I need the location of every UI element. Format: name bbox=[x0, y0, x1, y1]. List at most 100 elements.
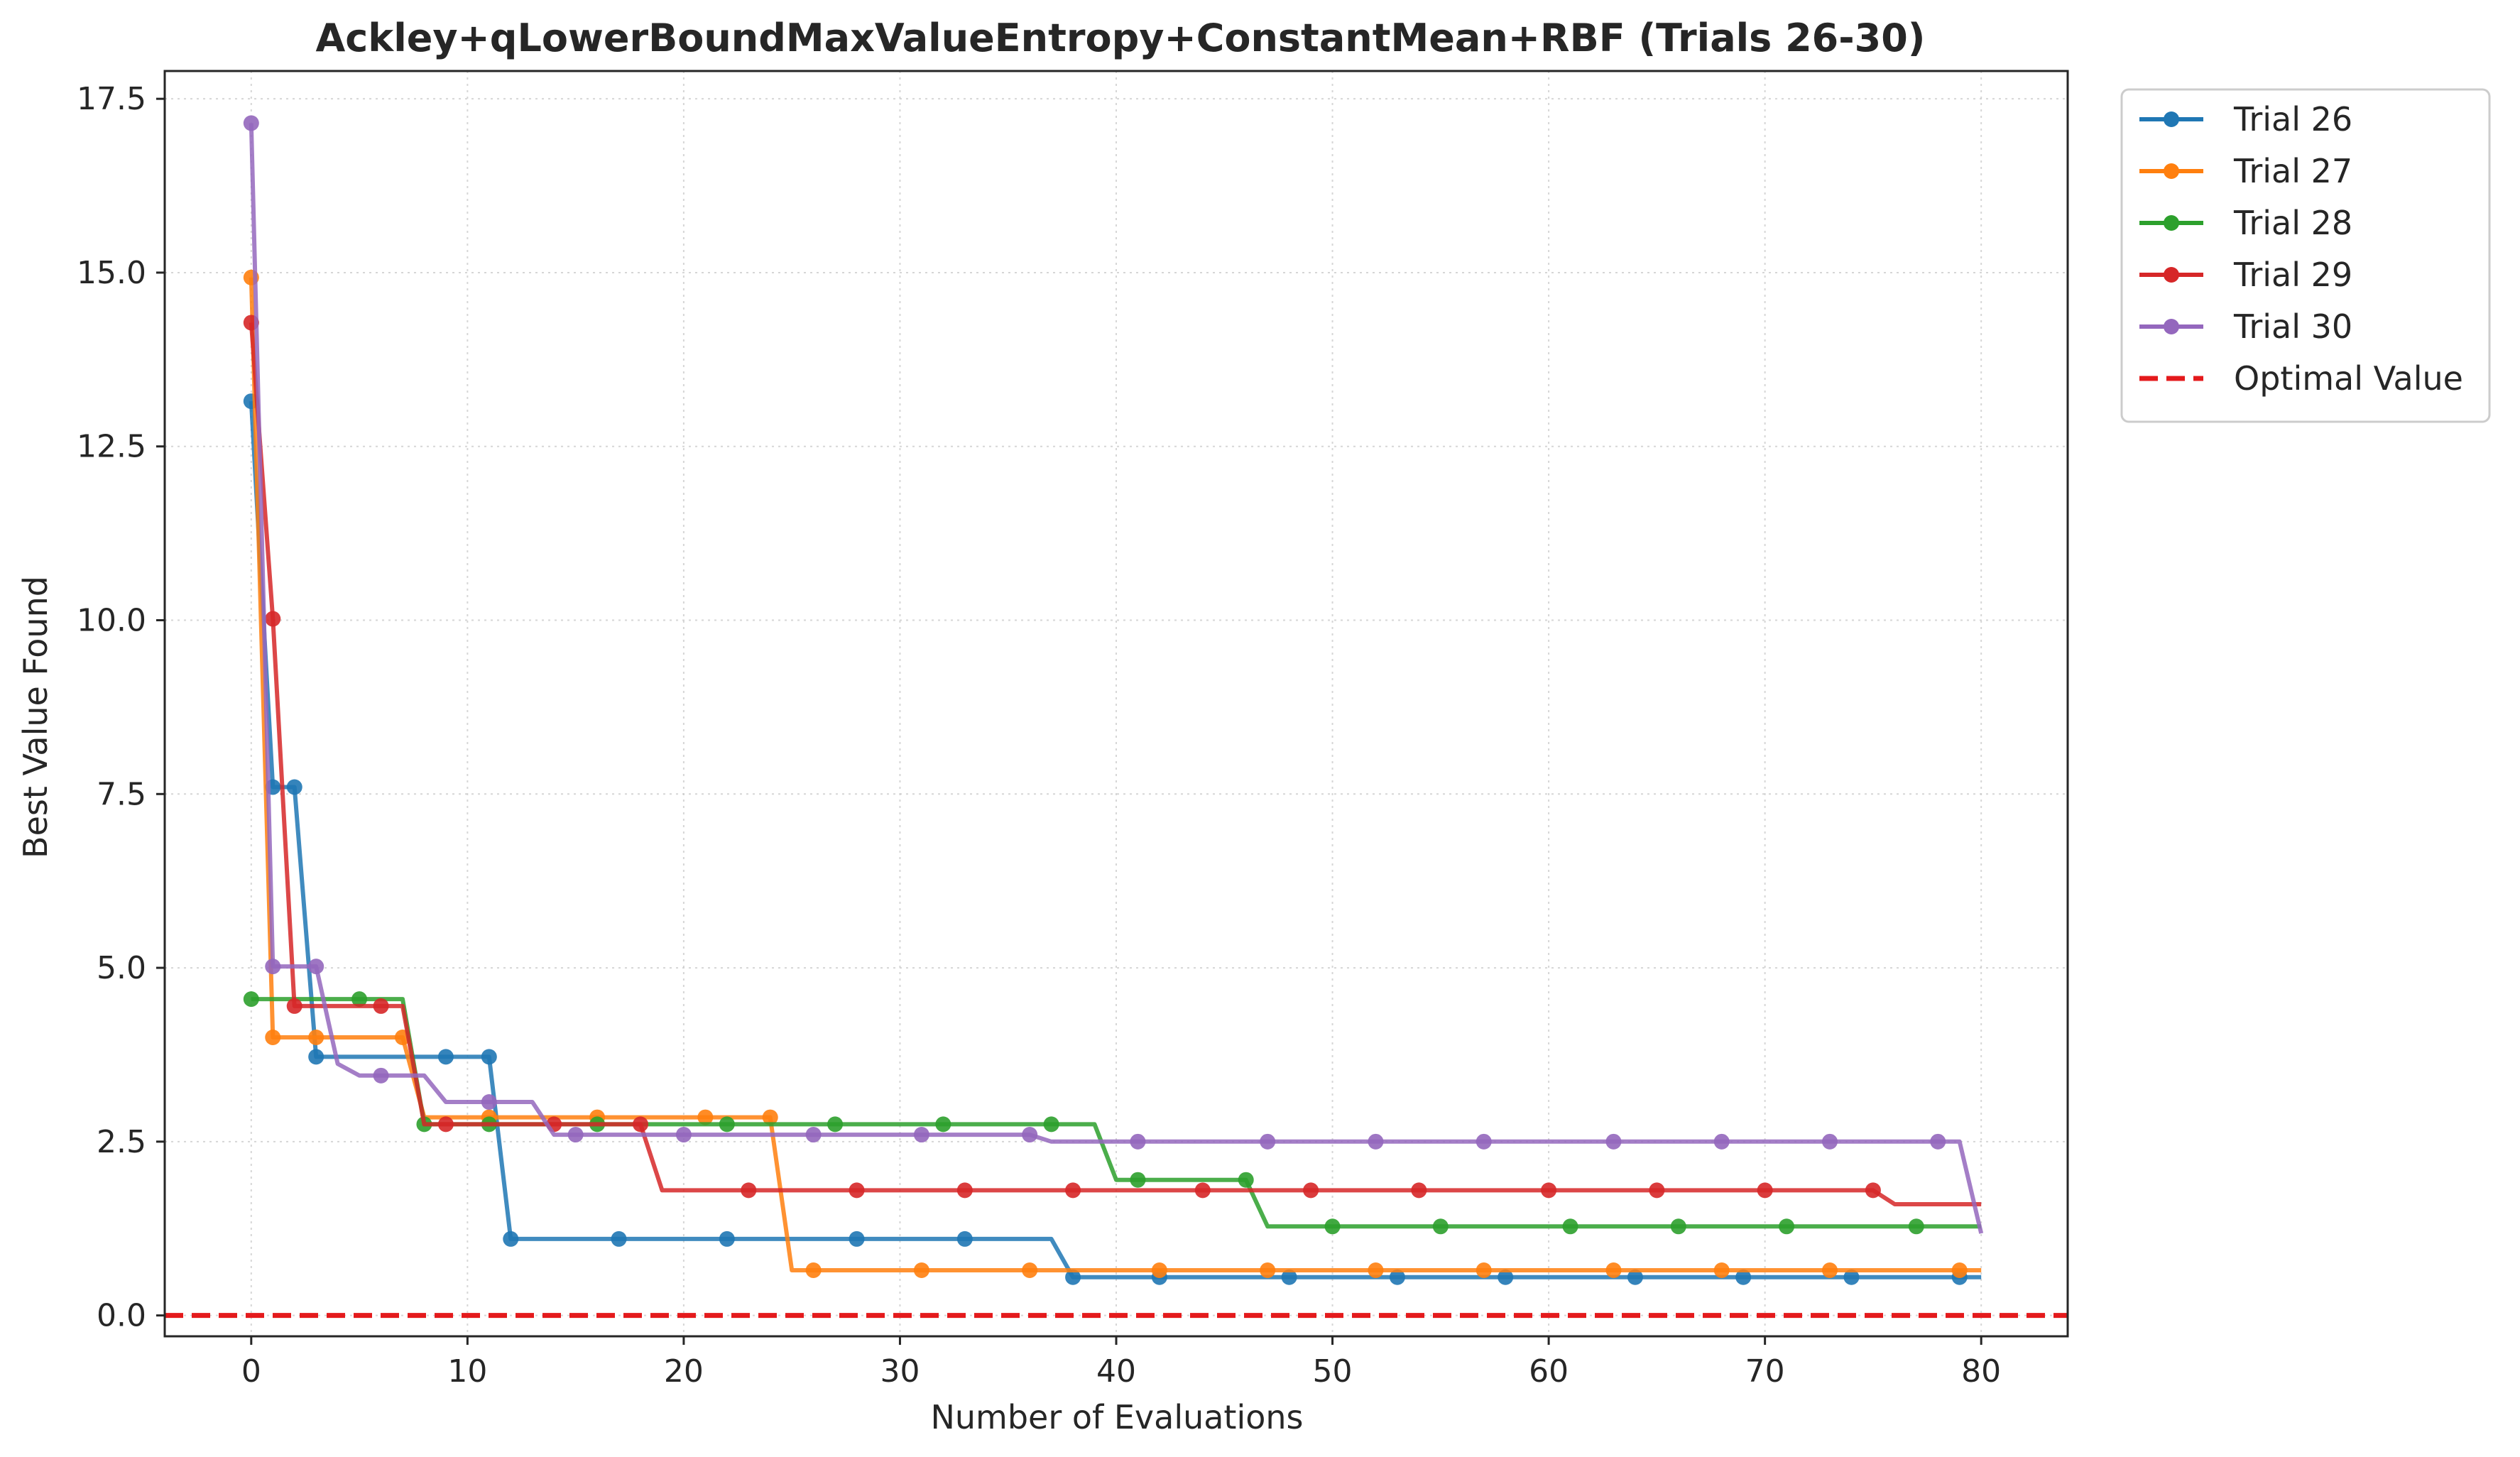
series-point bbox=[1951, 1262, 1968, 1278]
series-point bbox=[1713, 1262, 1730, 1278]
series-point bbox=[1281, 1269, 1297, 1285]
legend-label: Optimal Value bbox=[2234, 359, 2463, 398]
chart-title: Ackley+qLowerBoundMaxValueEntropy+Consta… bbox=[316, 16, 1926, 60]
x-tick-label: 70 bbox=[1745, 1353, 1785, 1390]
legend: Trial 26 Trial 27 Trial 28 Trial 29 Trial 30… bbox=[2120, 88, 2491, 423]
series-point bbox=[805, 1262, 822, 1278]
y-tick-label: 7.5 bbox=[97, 776, 146, 812]
series-point bbox=[675, 1127, 692, 1143]
y-tick-label: 0.0 bbox=[97, 1298, 146, 1334]
series-point bbox=[265, 611, 281, 627]
series-point bbox=[1022, 1262, 1038, 1278]
legend-label: Trial 30 bbox=[2233, 307, 2352, 346]
series-point bbox=[481, 1094, 497, 1111]
series-point bbox=[308, 1049, 324, 1065]
series-point bbox=[719, 1116, 735, 1133]
series-point bbox=[265, 1029, 281, 1045]
series-point bbox=[1043, 1116, 1059, 1133]
series-point bbox=[719, 1230, 735, 1247]
series-line bbox=[249, 322, 1982, 1206]
series-point bbox=[1670, 1218, 1686, 1235]
series-line bbox=[249, 277, 1982, 1272]
series-point bbox=[1476, 1262, 1492, 1278]
series-point bbox=[1065, 1182, 1081, 1199]
series-point bbox=[956, 1182, 973, 1199]
series-point bbox=[1822, 1133, 1838, 1150]
series-point bbox=[437, 1116, 454, 1133]
legend-item: Trial 29 bbox=[2139, 256, 2352, 294]
legend-label: Trial 27 bbox=[2233, 152, 2352, 190]
series-point bbox=[633, 1116, 648, 1133]
series-point bbox=[1498, 1269, 1514, 1285]
series-point bbox=[805, 1127, 822, 1143]
series-point bbox=[437, 1049, 454, 1065]
series-point bbox=[308, 1029, 324, 1045]
x-axis: 0 10 20 30 40 50 60 70 80 bbox=[241, 1336, 2001, 1390]
x-tick-label: 20 bbox=[664, 1353, 704, 1390]
y-tick-label: 17.5 bbox=[77, 81, 146, 117]
series-point bbox=[849, 1230, 865, 1247]
series-point bbox=[1541, 1182, 1557, 1199]
series-point bbox=[1930, 1133, 1946, 1150]
series-point bbox=[308, 959, 324, 975]
y-tick-label: 10.0 bbox=[77, 603, 146, 639]
series-point bbox=[481, 1049, 497, 1065]
legend-item: Trial 27 bbox=[2139, 152, 2352, 190]
series-point bbox=[1757, 1182, 1773, 1199]
series-point bbox=[1735, 1269, 1752, 1285]
y-tick-label: 12.5 bbox=[77, 429, 146, 465]
series-point bbox=[286, 779, 302, 795]
series-point bbox=[1649, 1182, 1665, 1199]
series-point bbox=[1476, 1133, 1492, 1150]
legend-swatch-marker bbox=[2164, 267, 2179, 283]
series-point bbox=[827, 1116, 844, 1133]
series-1 bbox=[243, 393, 1982, 1285]
series-point bbox=[1194, 1182, 1211, 1199]
legend-item: Trial 30 bbox=[2139, 307, 2352, 346]
x-axis-title: Number of Evaluations bbox=[930, 1398, 1303, 1436]
legend-swatch-marker bbox=[2164, 215, 2179, 231]
series-point bbox=[1389, 1269, 1405, 1285]
series-point bbox=[1065, 1269, 1081, 1285]
y-tick-label: 5.0 bbox=[97, 950, 146, 986]
series-layer bbox=[243, 115, 1984, 1285]
legend-label: Trial 29 bbox=[2233, 256, 2352, 294]
x-tick-label: 50 bbox=[1313, 1353, 1353, 1390]
series-point bbox=[1779, 1218, 1795, 1235]
series-point bbox=[913, 1262, 929, 1278]
series-point bbox=[1022, 1127, 1038, 1143]
series-point bbox=[1432, 1218, 1449, 1235]
series-point bbox=[935, 1116, 951, 1133]
series-point bbox=[1908, 1218, 1924, 1235]
series-point bbox=[1238, 1172, 1254, 1188]
series-point bbox=[849, 1182, 865, 1199]
legend-swatch-marker bbox=[2164, 163, 2179, 179]
series-point bbox=[1605, 1262, 1622, 1278]
series-point bbox=[1562, 1218, 1578, 1235]
series-4 bbox=[243, 315, 1982, 1206]
series-point bbox=[1324, 1218, 1341, 1235]
series-point bbox=[373, 998, 389, 1014]
series-point bbox=[1151, 1262, 1167, 1278]
series-point bbox=[351, 991, 368, 1008]
y-tick-label: 15.0 bbox=[77, 255, 146, 291]
legend-box bbox=[2120, 88, 2491, 423]
series-point bbox=[1368, 1133, 1384, 1150]
y-axis-title: Best Value Found bbox=[16, 576, 55, 858]
legend-item: Trial 26 bbox=[2139, 100, 2352, 138]
series-point bbox=[1260, 1262, 1276, 1278]
series-line bbox=[249, 400, 1982, 1279]
series-point bbox=[1822, 1262, 1838, 1278]
series-point bbox=[913, 1127, 929, 1143]
series-point bbox=[1130, 1172, 1146, 1188]
series-point bbox=[1865, 1182, 1881, 1199]
series-point bbox=[503, 1230, 519, 1247]
series-point bbox=[1260, 1133, 1276, 1150]
series-5 bbox=[243, 115, 1984, 1234]
series-point bbox=[1303, 1182, 1319, 1199]
y-tick-label: 2.5 bbox=[97, 1124, 146, 1160]
series-point bbox=[611, 1230, 627, 1247]
x-tick-label: 80 bbox=[1961, 1353, 2001, 1390]
y-axis: 0.0 2.5 5.0 7.5 10.0 12.5 15.0 17.5 bbox=[77, 81, 165, 1334]
series-point bbox=[762, 1109, 778, 1125]
